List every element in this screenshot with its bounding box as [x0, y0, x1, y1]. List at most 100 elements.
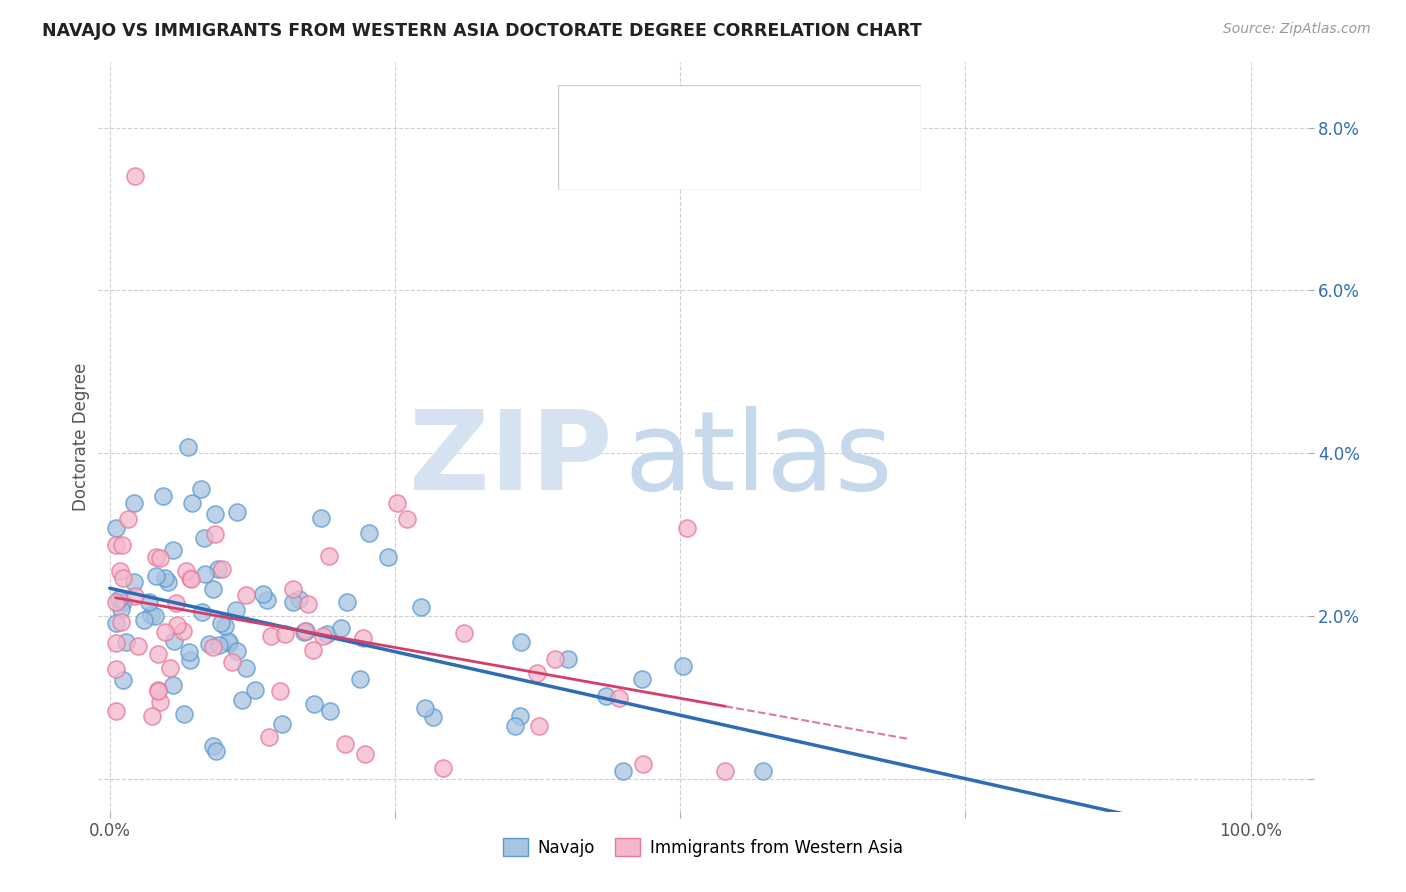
Point: [115, 635, 138, 649]
Point: [557, 652, 579, 666]
Point: [145, 569, 167, 583]
Point: [676, 521, 699, 535]
Point: [194, 566, 217, 581]
Point: [510, 634, 533, 648]
Point: [108, 591, 131, 606]
Point: [124, 589, 146, 603]
Point: [413, 701, 436, 715]
Point: [377, 550, 399, 565]
Point: [312, 629, 335, 643]
Point: [162, 678, 184, 692]
Point: [127, 639, 149, 653]
Point: [204, 526, 226, 541]
Point: [509, 709, 531, 723]
Point: [292, 625, 315, 640]
Point: [152, 489, 174, 503]
Point: [295, 624, 318, 638]
Point: [149, 695, 172, 709]
Point: [148, 647, 170, 661]
Point: [110, 615, 132, 630]
Point: [302, 697, 325, 711]
Text: ZIP: ZIP: [409, 406, 613, 513]
Point: [318, 549, 340, 563]
Point: [204, 507, 226, 521]
Point: [527, 719, 550, 733]
Point: [269, 684, 291, 698]
Point: [190, 606, 212, 620]
Point: [201, 582, 224, 596]
Point: [333, 737, 356, 751]
Point: [432, 761, 454, 775]
Point: [132, 613, 155, 627]
Point: [245, 683, 267, 698]
Point: [281, 595, 304, 609]
Point: [544, 652, 567, 666]
Point: [177, 440, 200, 454]
Point: [104, 662, 127, 676]
Point: [612, 764, 634, 778]
Point: [122, 574, 145, 589]
Point: [453, 626, 475, 640]
Point: [138, 595, 160, 609]
Point: [259, 628, 281, 642]
Text: Source: ZipAtlas.com: Source: ZipAtlas.com: [1223, 22, 1371, 37]
Text: atlas: atlas: [624, 406, 893, 513]
Point: [294, 624, 316, 638]
Point: [209, 615, 232, 630]
Point: [352, 631, 374, 645]
Point: [714, 764, 737, 778]
Point: [231, 693, 253, 707]
Point: [225, 602, 247, 616]
Point: [146, 684, 169, 698]
Point: [385, 496, 408, 510]
Point: [226, 644, 249, 658]
Point: [411, 599, 433, 614]
Point: [180, 572, 202, 586]
Point: [503, 719, 526, 733]
Point: [145, 550, 167, 565]
Point: [396, 512, 419, 526]
Point: [235, 661, 257, 675]
Point: [252, 587, 274, 601]
Point: [104, 520, 127, 534]
Point: [104, 538, 127, 552]
Point: [225, 505, 247, 519]
Point: [257, 731, 280, 745]
Point: [302, 642, 325, 657]
Point: [297, 598, 319, 612]
Point: [205, 743, 228, 757]
Point: [271, 716, 294, 731]
Point: [117, 512, 139, 526]
Point: [104, 595, 127, 609]
Y-axis label: Doctorate Degree: Doctorate Degree: [72, 363, 90, 511]
Point: [202, 640, 225, 654]
Point: [595, 689, 617, 703]
Point: [631, 673, 654, 687]
Point: [124, 496, 146, 510]
Point: [311, 510, 333, 524]
Point: [172, 624, 194, 639]
Point: [609, 690, 631, 705]
Point: [193, 531, 215, 545]
Point: [108, 565, 131, 579]
Point: [153, 571, 176, 585]
Point: [319, 704, 342, 718]
Point: [235, 588, 257, 602]
Point: [526, 666, 548, 681]
Point: [139, 608, 162, 623]
Point: [141, 708, 163, 723]
Point: [104, 704, 127, 718]
Point: [422, 710, 444, 724]
Point: [112, 594, 135, 608]
Point: [256, 593, 278, 607]
Point: [281, 582, 304, 597]
Point: [274, 627, 297, 641]
Point: [110, 602, 132, 616]
Point: [208, 638, 231, 652]
Point: [104, 635, 127, 649]
Point: [357, 526, 380, 541]
Point: [173, 707, 195, 722]
Text: NAVAJO VS IMMIGRANTS FROM WESTERN ASIA DOCTORATE DEGREE CORRELATION CHART: NAVAJO VS IMMIGRANTS FROM WESTERN ASIA D…: [42, 22, 922, 40]
Point: [149, 551, 172, 566]
Point: [207, 562, 229, 576]
